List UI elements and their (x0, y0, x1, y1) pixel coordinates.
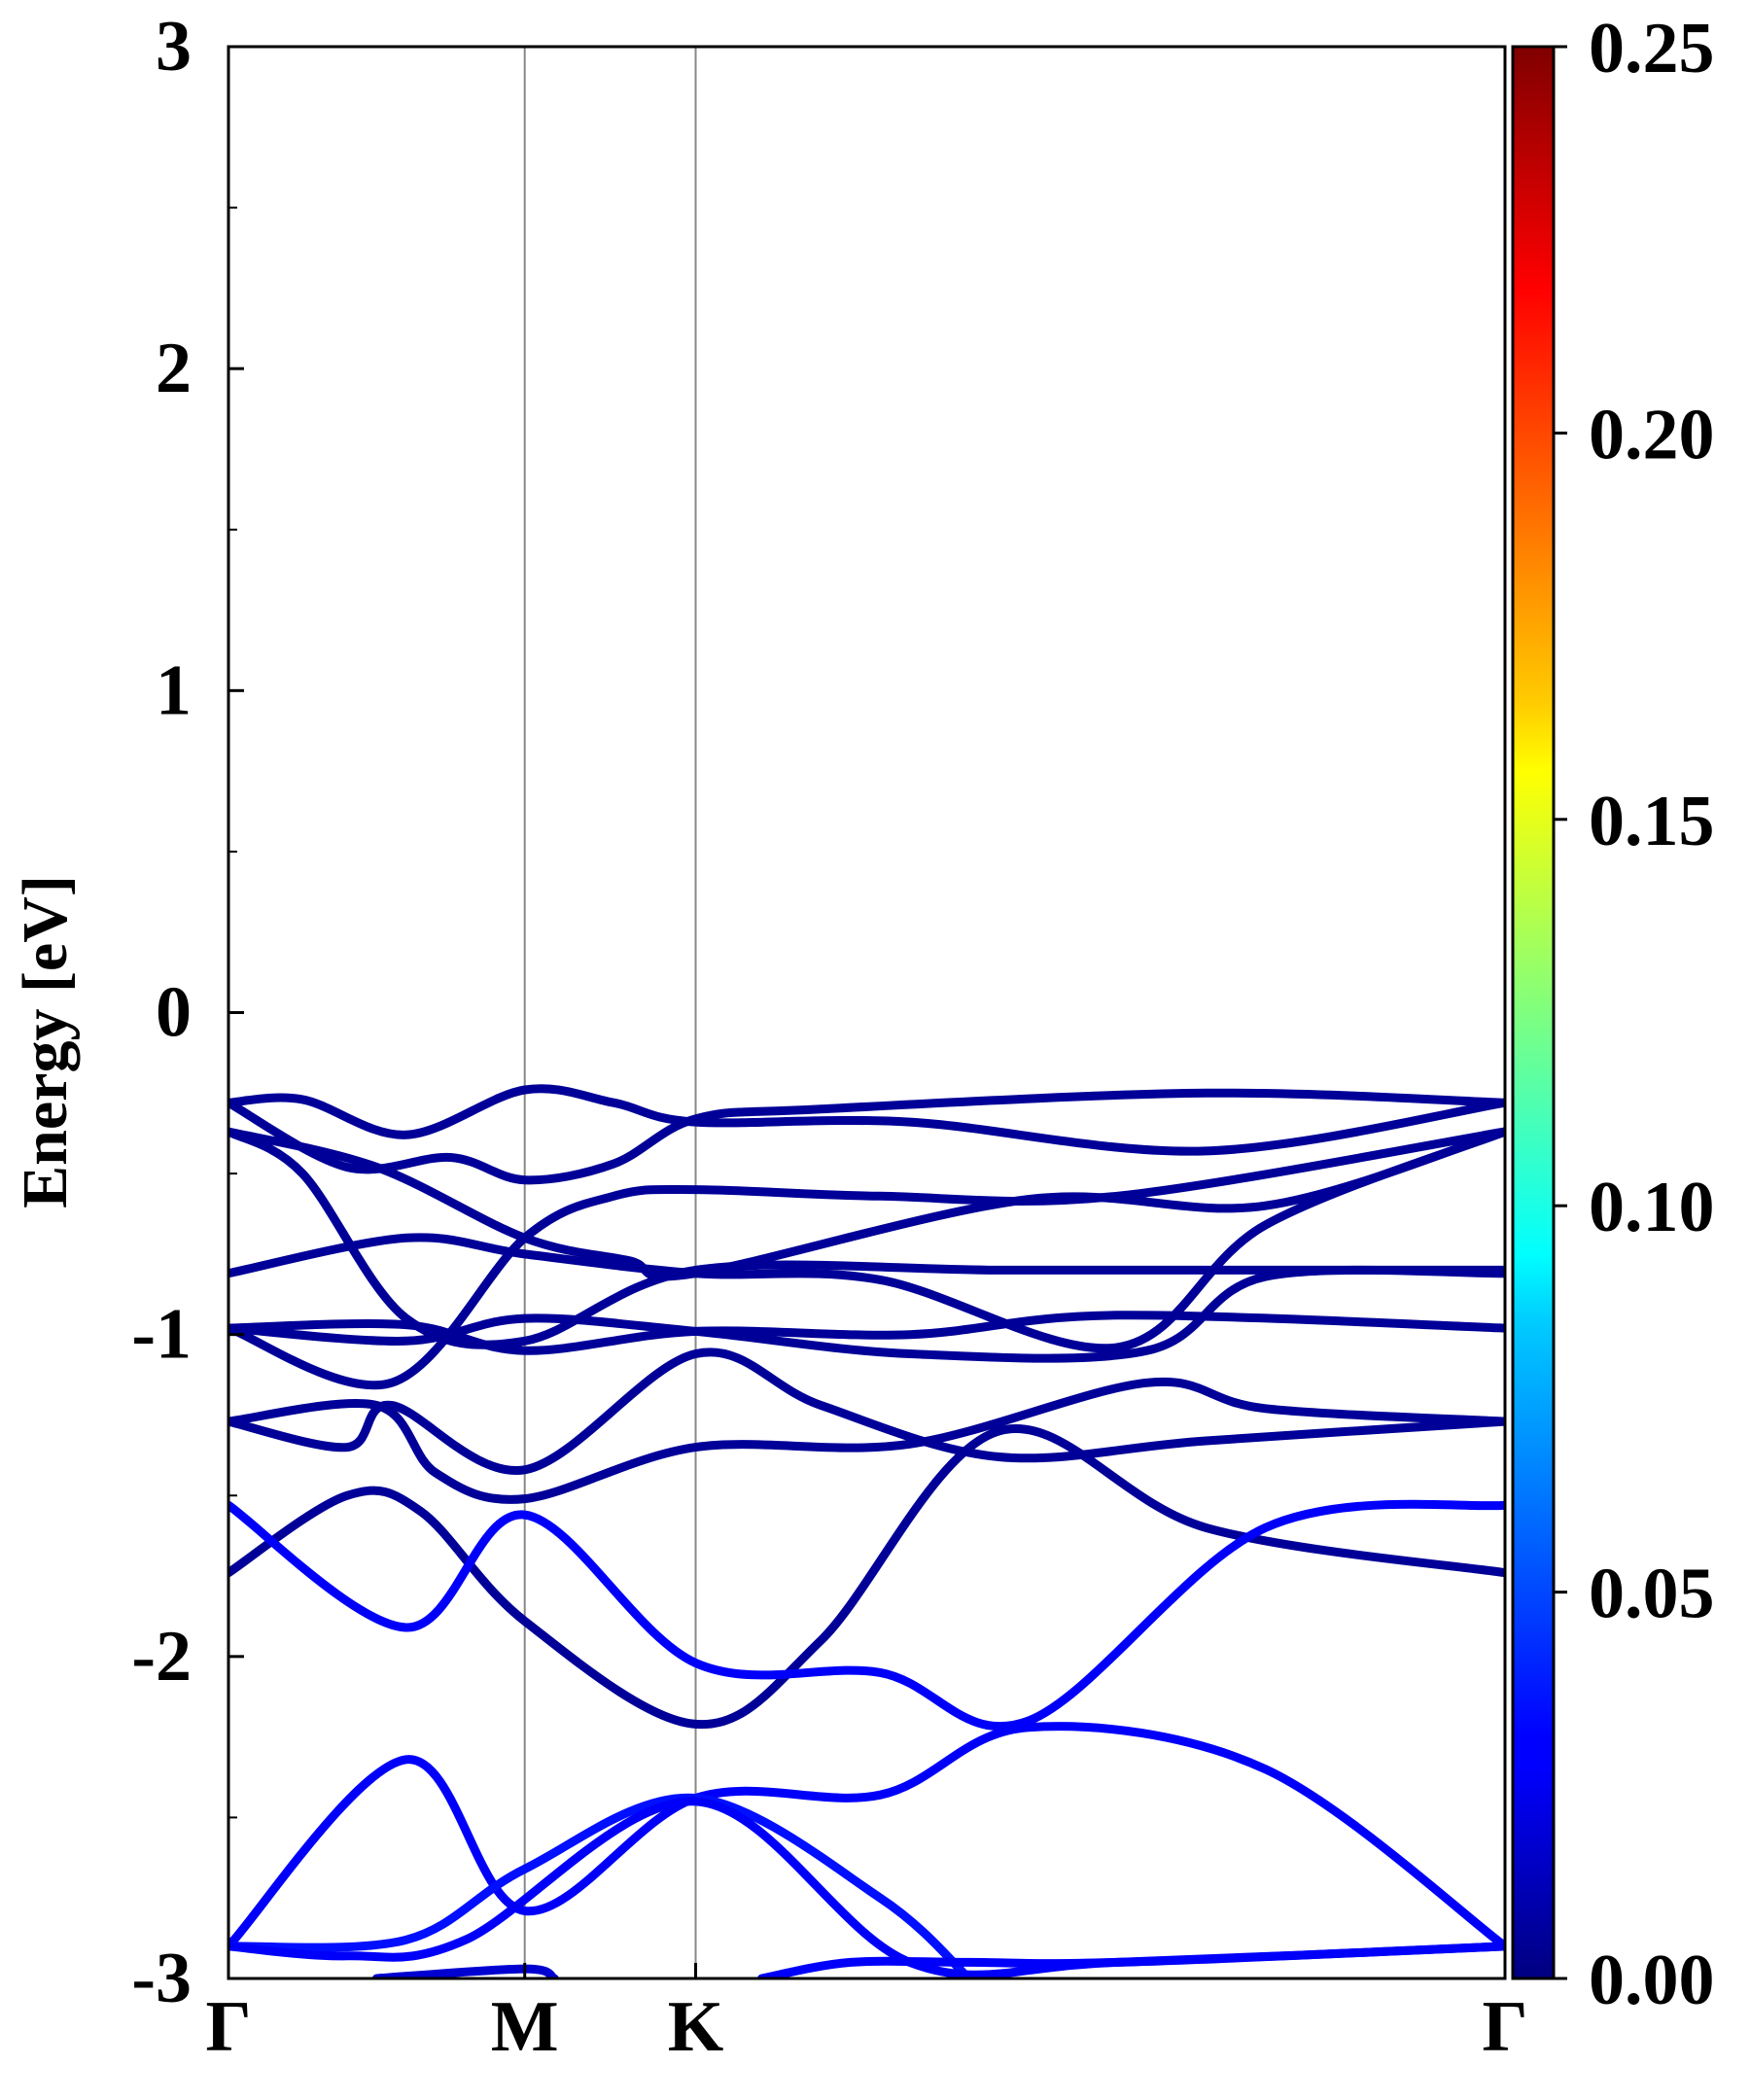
y-tick-label: 0 (156, 973, 192, 1053)
colorbar-tick-label: 0.00 (1589, 1941, 1715, 2020)
band-line-5 (228, 1127, 1505, 1390)
x-tick-label: M (491, 1987, 559, 2067)
band-line-9 (228, 1377, 1505, 1504)
y-axis-label: Energy [eV] (10, 875, 81, 1208)
colorbar-tick-label: 0.25 (1589, 9, 1715, 88)
y-tick-label: -1 (131, 1295, 192, 1375)
y-tick-label: -2 (131, 1617, 192, 1697)
colorbar-tick-label: 0.05 (1589, 1555, 1715, 1634)
band-line-4 (228, 1127, 1505, 1353)
x-tick-label: K (668, 1987, 724, 2067)
band-line-16 (757, 1942, 1505, 1978)
band-line-7 (228, 1311, 1505, 1355)
colorbar: 0.00 0.05 0.10 0.15 0.20 0.25 (1511, 9, 1715, 2020)
y-tick-label: -3 (131, 1939, 192, 2018)
band-line-12 (228, 1722, 1505, 1951)
plot-frame (227, 45, 1507, 1980)
band-line-11 (228, 1499, 1505, 1732)
band-line-6 (228, 1265, 1505, 1363)
colorbar-gradient (1511, 45, 1556, 1980)
band-line-13 (228, 1793, 974, 1978)
band-line-10 (228, 1424, 1505, 1729)
y-tick-label: 1 (156, 650, 192, 730)
bands (228, 1084, 1505, 1978)
colorbar-tick-label: 0.10 (1589, 1168, 1715, 1247)
band-line-1 (228, 1088, 1505, 1185)
colorbar-ticks: 0.00 0.05 0.10 0.15 0.20 0.25 (1554, 9, 1715, 2020)
y-tick-label: 2 (156, 329, 192, 408)
high-symmetry-lines (523, 47, 697, 1978)
x-tick-label: Γ (205, 1987, 251, 2067)
band-line-0 (228, 1084, 1505, 1156)
x-tick-label: Γ (1482, 1987, 1527, 2067)
colorbar-tick-label: 0.20 (1589, 395, 1715, 474)
colorbar-tick-label: 0.15 (1589, 782, 1715, 861)
band-line-15 (371, 1964, 559, 1978)
band-line-8 (228, 1348, 1505, 1476)
y-tick-label: 3 (156, 7, 192, 87)
y-axis: 3 2 1 0 -1 -2 -3 (131, 7, 244, 2018)
